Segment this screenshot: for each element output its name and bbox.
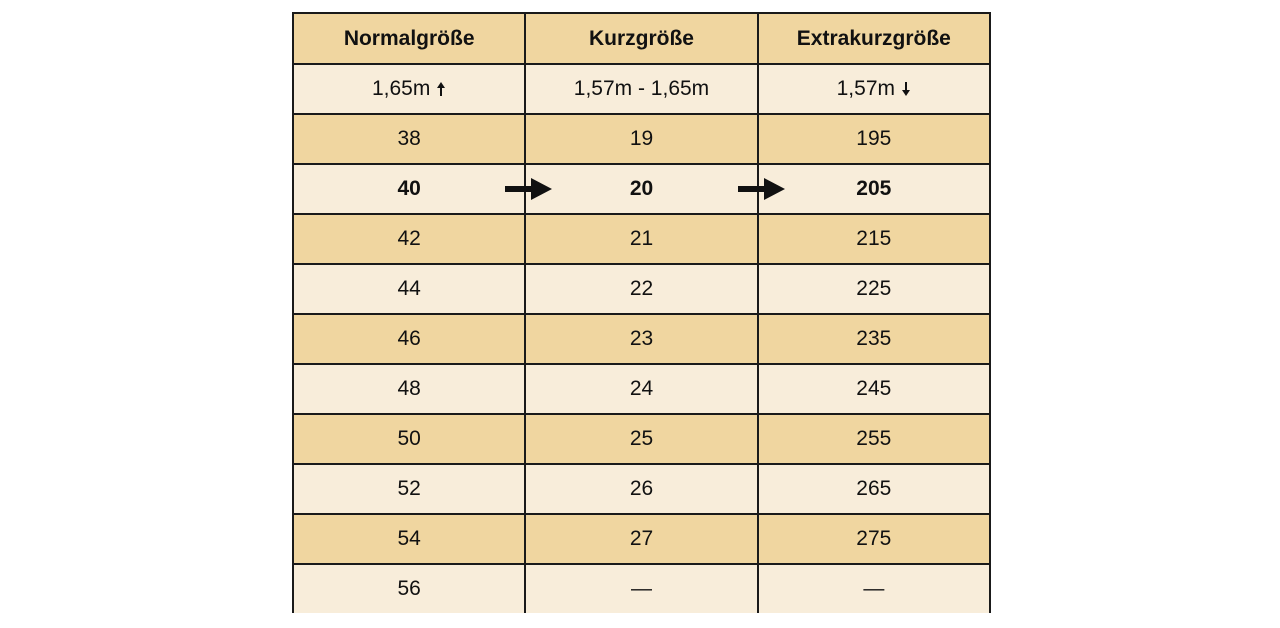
height-extra-short: 1,57m [756,65,989,113]
normal-size-cell: 48 [397,377,421,400]
short-size-cell: 23 [524,315,756,363]
height-normal-label: 1,65m [371,77,431,100]
height-short: 1,57m - 1,65m [524,65,756,113]
normal-size-cell: 42 [397,227,421,250]
arrow-right-icon [737,178,785,200]
extra-short-size-cell: 225 [756,265,989,313]
arrow-down-icon [902,82,910,96]
extra-short-size-value: 205 [856,177,892,200]
normal-size-cell: 38 [397,127,421,150]
table-header-row: Normalgröße Kurzgröße Extrakurzgröße [294,14,989,63]
height-extra-short-label: 1,57m [836,77,895,100]
short-size-cell: 26 [524,465,756,513]
table-row: 56 — — [294,563,989,613]
normal-size-cell: 44 [397,277,421,300]
arrow-up-icon [437,82,446,96]
short-size-cell: 27 [524,515,756,563]
extra-short-size-cell: 205 [737,165,989,213]
height-row: 1,65m 1,57m - 1,65m 1,57m [294,63,989,113]
table-row: 38 19 195 [294,113,989,163]
extra-short-size-cell: 265 [756,465,989,513]
extra-short-size-cell: 215 [756,215,989,263]
header-extra-short-size: Extrakurzgröße [756,14,989,63]
table-row: 52 26 265 [294,463,989,513]
normal-size-cell: 50 [397,427,421,450]
extra-short-size-cell: — [756,565,989,613]
table-row: 50 25 255 [294,413,989,463]
extra-short-size-cell: 255 [756,415,989,463]
normal-size-cell: 46 [397,327,421,350]
header-normal-size: Normalgröße [343,26,475,50]
short-size-cell: — [524,565,756,613]
short-size-value: 20 [629,177,654,200]
extra-short-size-cell: 245 [756,365,989,413]
extra-short-size-cell: 275 [756,515,989,563]
short-size-cell: 25 [524,415,756,463]
normal-size-cell: 40 [397,177,421,200]
short-size-cell: 21 [524,215,756,263]
height-normal: 1,65m [294,65,524,113]
table-row: 48 24 245 [294,363,989,413]
short-size-cell: 24 [524,365,756,413]
short-size-cell: 19 [524,115,756,163]
short-size-cell: 22 [524,265,756,313]
extra-short-size-cell: 235 [756,315,989,363]
normal-size-cell: 52 [397,477,421,500]
table-row: 46 23 235 [294,313,989,363]
normal-size-cell: 56 [397,577,421,600]
table-row-highlighted: 40 20 205 [294,163,989,213]
extra-short-size-cell: 195 [756,115,989,163]
arrow-right-icon [505,178,553,200]
short-size-cell: 20 [505,165,756,213]
normal-size-cell: 54 [397,527,421,550]
size-conversion-table: Normalgröße Kurzgröße Extrakurzgröße 1,6… [292,12,991,613]
header-short-size: Kurzgröße [524,14,756,63]
table-row: 44 22 225 [294,263,989,313]
table-row: 54 27 275 [294,513,989,563]
height-short-label: 1,57m - 1,65m [573,77,710,100]
table-row: 42 21 215 [294,213,989,263]
